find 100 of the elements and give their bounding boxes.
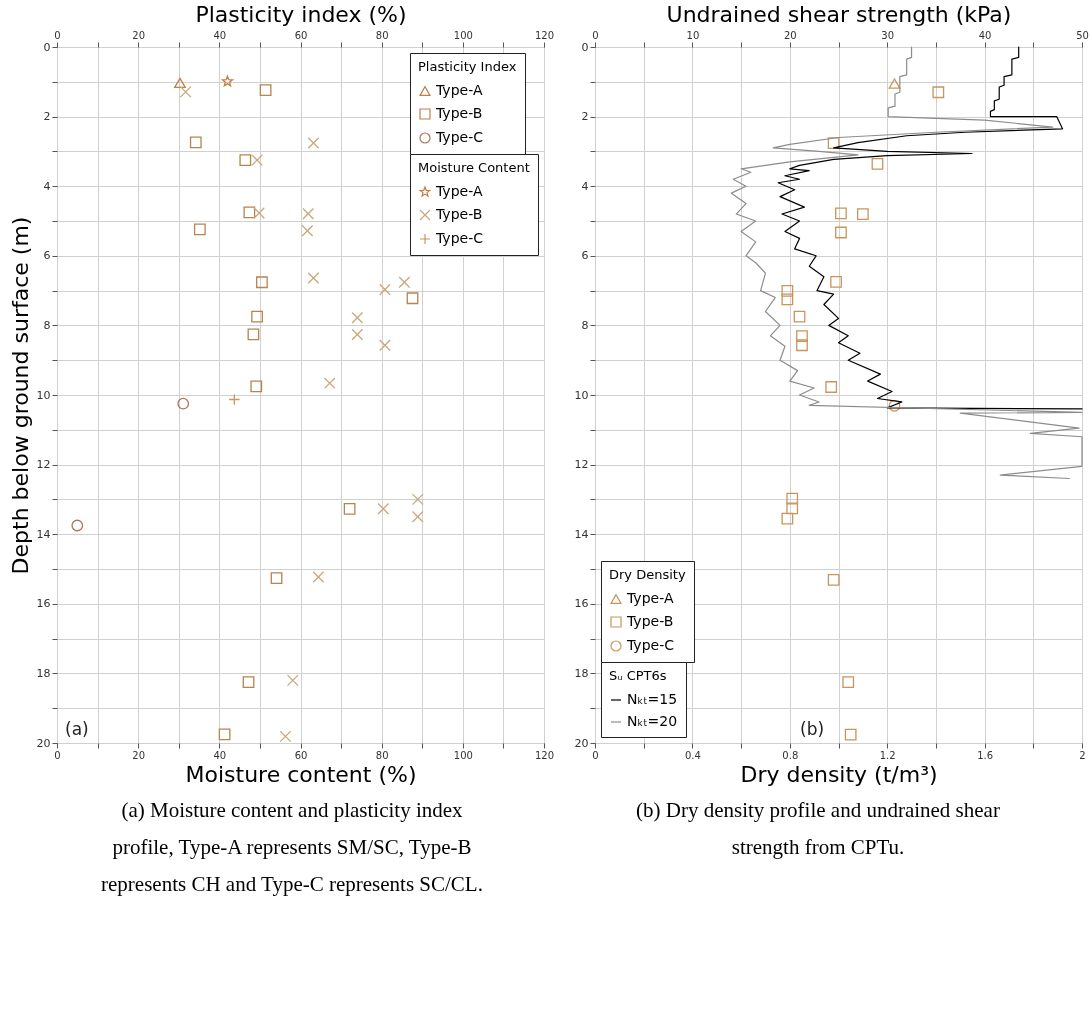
x2-axis-title: Plasticity index (%): [195, 1, 407, 27]
annotation: (a): [65, 719, 89, 739]
point: [351, 328, 364, 341]
text: (b) Dry density profile and undrained shear strength from CPTu.: [635, 797, 1001, 861]
point: [835, 226, 847, 239]
point: [279, 730, 292, 743]
x2-tick-label: 80: [375, 29, 389, 41]
point: [888, 399, 901, 412]
text: Dry Density: [609, 567, 686, 582]
y-tick-label: 2: [43, 110, 51, 124]
point: [253, 207, 265, 219]
y-tick-label: 6: [43, 249, 51, 263]
point: [221, 75, 234, 87]
y-tick-label: 16: [574, 597, 589, 611]
x2-axis-title: Undrained shear strength (kPa): [666, 1, 1012, 27]
x2-tick-label: 40: [978, 29, 992, 41]
y-axis-title: Depth below ground surface (m): [7, 216, 33, 575]
legend-label: Nₖₜ=20: [627, 713, 678, 729]
point: [307, 137, 320, 149]
y-tick-label: 14: [574, 527, 589, 541]
y-tick-label: 16: [36, 597, 51, 611]
legend-label: Type-B: [435, 105, 483, 121]
x2-tick-label: 10: [686, 29, 700, 41]
y-tick-label: 18: [36, 666, 51, 680]
point: [398, 276, 411, 289]
point: [781, 293, 794, 306]
text: Moisture Content: [418, 160, 530, 175]
x-axis-title: Dry density (t/m³): [740, 761, 938, 787]
point: [827, 137, 840, 149]
legend-label: Type-C: [626, 637, 675, 653]
x2-tick-label: 30: [881, 29, 895, 41]
y-tick-label: 0: [43, 40, 51, 54]
legend-label: Type-B: [626, 613, 674, 629]
point: [842, 676, 855, 688]
y-tick-label: 4: [581, 179, 589, 193]
point: [830, 276, 842, 288]
point: [377, 502, 390, 515]
point: [411, 493, 424, 506]
point: [827, 573, 840, 586]
x-tick-label: 120: [534, 749, 555, 761]
legend-label: Type-A: [626, 590, 674, 606]
y-tick-label: 10: [574, 388, 589, 402]
point: [844, 728, 857, 741]
y-tick-label: 14: [36, 527, 51, 541]
y-tick-label: 8: [43, 318, 51, 332]
x2-tick-label: 50: [1076, 29, 1089, 41]
point: [251, 154, 263, 166]
x-tick-label: 0.8: [782, 749, 799, 761]
point: [312, 571, 325, 583]
point: [781, 285, 794, 297]
text: (a) Moisture content and plasticity index profile, Type-A represents SM/SC, Type-B represents CH and Type-C represents SC/CL.: [100, 797, 484, 898]
legend-label: Type-B: [435, 206, 483, 222]
x2-tick-label: 0: [592, 29, 599, 41]
x-tick-label: 2: [1079, 749, 1086, 761]
y-tick-label: 2: [581, 110, 589, 124]
point: [835, 207, 847, 220]
text: Sᵤ CPT6s: [609, 668, 667, 683]
x-tick-label: 0: [592, 749, 599, 761]
x-tick-label: 100: [453, 749, 473, 761]
point: [307, 272, 320, 284]
x-tick-label: 0: [54, 749, 61, 761]
y-tick-label: 12: [36, 458, 51, 472]
point: [825, 381, 838, 393]
x2-tick-label: 20: [783, 29, 797, 41]
x-tick-label: 0.4: [684, 749, 701, 761]
legend-label: Type-A: [435, 183, 483, 199]
point: [786, 502, 799, 515]
point: [888, 78, 901, 89]
y-tick-label: 12: [574, 458, 589, 472]
point: [932, 86, 945, 99]
x2-tick-label: 120: [534, 29, 555, 41]
point: [286, 674, 299, 687]
legend-label: Type-A: [435, 82, 483, 98]
point: [796, 330, 808, 343]
legend-label: Nₖₜ=15: [627, 691, 678, 707]
x-tick-label: 40: [213, 749, 227, 761]
x-tick-label: 1.2: [879, 749, 896, 761]
x2-tick-label: 100: [453, 29, 473, 41]
point: [302, 207, 315, 220]
y-tick-label: 0: [581, 40, 589, 54]
x-axis-title: Moisture content (%): [185, 761, 417, 787]
point: [796, 339, 808, 352]
y-tick-label: 10: [36, 388, 51, 402]
point: [793, 310, 806, 323]
x2-tick-label: 60: [294, 29, 308, 41]
point: [323, 377, 336, 390]
point: [871, 158, 884, 170]
y-tick-label: 6: [581, 249, 589, 263]
legend-label: Type-C: [435, 129, 484, 145]
point: [379, 339, 391, 352]
x2-tick-label: 20: [132, 29, 146, 41]
point: [301, 224, 314, 237]
x-tick-label: 1.6: [977, 749, 994, 761]
point: [786, 492, 799, 505]
text: Plasticity Index: [418, 59, 517, 74]
y-tick-label: 20: [574, 736, 589, 750]
point: [411, 510, 424, 523]
point: [856, 208, 869, 220]
y-tick-label: 20: [36, 736, 51, 750]
x2-tick-label: 0: [54, 29, 61, 41]
